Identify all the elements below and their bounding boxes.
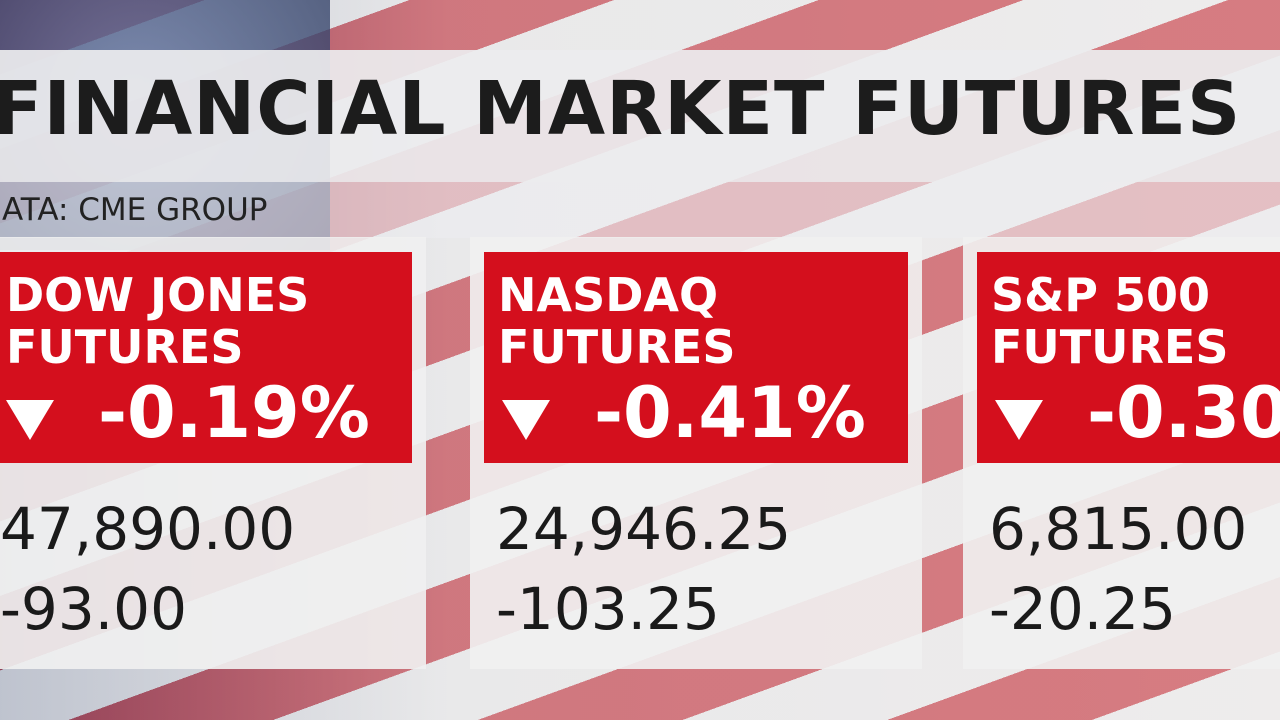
net-change: -20.25 (989, 575, 1176, 643)
price: 6,815.00 (989, 495, 1248, 563)
percent-change: -0.41% (594, 372, 866, 454)
futures-card: DOW JONES FUTURES -0.19% 47,890.00 -93.00 (0, 237, 426, 669)
down-arrow (995, 400, 1043, 440)
net-change: -93.00 (0, 575, 187, 643)
title: FINANCIAL MARKET FUTURES (0, 66, 1242, 152)
futures-card: S&P 500 FUTURES -0.30 6,815.00 -20.25 (963, 237, 1280, 669)
price: 47,890.00 (0, 495, 296, 563)
percent-change: -0.30 (1087, 372, 1280, 454)
index-name: FUTURES (498, 320, 736, 374)
index-name: DOW JONES (6, 268, 310, 322)
price: 24,946.25 (496, 495, 792, 563)
index-name: FUTURES (6, 320, 244, 374)
futures-card: NASDAQ FUTURES -0.41% 24,946.25 -103.25 (470, 237, 922, 669)
index-name: NASDAQ (498, 268, 719, 322)
percent-change: -0.19% (98, 372, 370, 454)
down-arrow (502, 400, 550, 440)
source: ATA: CME GROUP (2, 192, 268, 228)
title-band (0, 50, 1280, 182)
net-change: -103.25 (496, 575, 720, 643)
index-name: S&P 500 (991, 268, 1210, 322)
change-panel: S&P 500 FUTURES -0.30 (977, 252, 1280, 463)
change-panel: NASDAQ FUTURES -0.41% (484, 252, 908, 463)
index-name: FUTURES (991, 320, 1229, 374)
change-panel: DOW JONES FUTURES -0.19% (0, 252, 412, 463)
source-band (0, 182, 1280, 238)
down-arrow (6, 400, 54, 440)
